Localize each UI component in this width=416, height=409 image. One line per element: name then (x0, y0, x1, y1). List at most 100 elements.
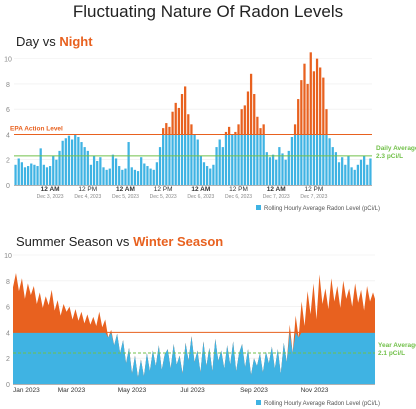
x-tick-date: Dec 6, 2023 (187, 194, 214, 200)
bar-below-epa (17, 158, 20, 185)
bar-below-epa (350, 167, 353, 185)
bar-below-epa (133, 169, 137, 185)
bar-above-epa (322, 77, 325, 135)
bar-below-epa (74, 134, 77, 185)
bar-below-epa (212, 164, 215, 185)
bar-below-epa (124, 168, 127, 185)
bar-above-epa (243, 105, 246, 135)
bar-above-epa (240, 109, 243, 135)
bar-below-epa (23, 167, 27, 185)
y-tick-label: 0 (6, 183, 10, 190)
y-tick-label: 6 (6, 305, 10, 312)
legend-label: Rolling Hourly Average Radon Level (pCi/… (264, 206, 380, 212)
x-tick-month: May 2023 (118, 387, 147, 394)
bar-below-epa (30, 163, 33, 185)
bar-below-epa (70, 139, 74, 185)
bar-below-epa (303, 134, 306, 185)
x-tick-date: Dec 7, 2023 (263, 194, 290, 200)
bar-below-epa (33, 164, 36, 185)
bar-below-epa (227, 134, 231, 185)
bar-below-epa (77, 136, 80, 185)
y-tick-label: 8 (6, 82, 10, 89)
bar-below-epa (152, 169, 155, 185)
bar-below-epa (143, 163, 146, 185)
bar-below-epa (271, 154, 275, 185)
y-tick-label: 8 (6, 279, 10, 286)
bar-below-epa (146, 166, 149, 185)
year-average-label: Year Average (378, 342, 416, 349)
bar-below-epa (293, 134, 297, 185)
bar-below-epa (306, 134, 309, 185)
x-tick-month: Nov 2023 (301, 387, 329, 394)
bar-below-epa (265, 152, 268, 185)
chart2-title-part2: Winter Season (133, 234, 224, 249)
epa-action-label: EPA Action Level (10, 125, 63, 132)
bar-below-epa (325, 134, 328, 185)
bar-below-epa (184, 134, 187, 185)
bar-below-epa (102, 167, 105, 185)
bar-below-epa (322, 134, 325, 185)
bar-below-epa (83, 147, 86, 185)
y-tick-label: 6 (6, 107, 10, 114)
bar-below-epa (275, 159, 278, 185)
bar-above-epa (184, 86, 187, 135)
bar-below-epa (234, 134, 237, 185)
area-below-epa (13, 332, 375, 384)
bar-above-epa (315, 58, 319, 135)
x-tick-hour: 12 PM (78, 186, 97, 193)
bar-above-epa (306, 83, 309, 135)
bar-above-epa (303, 63, 306, 135)
x-tick-hour: 12 AM (116, 186, 135, 193)
legend-label: Rolling Hourly Average Radon Level (pCi/… (264, 401, 380, 407)
bar-below-epa (45, 167, 49, 185)
x-tick-hour: 12 AM (191, 186, 210, 193)
y-tick-label: 2 (6, 356, 10, 363)
bar-below-epa (231, 134, 234, 185)
bar-below-epa (262, 134, 265, 185)
bar-below-epa (224, 134, 228, 185)
bar-below-epa (300, 134, 303, 185)
bar-below-epa (52, 155, 55, 185)
bar-above-epa (180, 94, 184, 135)
bar-below-epa (99, 157, 102, 185)
x-tick-hour: 12 PM (305, 186, 324, 193)
bar-above-epa (256, 116, 259, 135)
bar-below-epa (80, 142, 83, 185)
x-tick-date: Dec 4, 2023 (74, 194, 101, 200)
x-tick-hour: 12 PM (154, 186, 173, 193)
bar-below-epa (309, 134, 312, 185)
bar-below-epa (281, 153, 284, 185)
bar-below-epa (118, 166, 121, 185)
bar-below-epa (58, 150, 61, 185)
bar-below-epa (127, 142, 130, 185)
bar-below-epa (249, 134, 253, 185)
bar-below-epa (193, 134, 196, 185)
bar-above-epa (165, 123, 168, 135)
bar-below-epa (67, 135, 71, 185)
bar-below-epa (61, 140, 64, 185)
bar-below-epa (341, 157, 344, 185)
bar-below-epa (42, 164, 45, 185)
bar-below-epa (155, 162, 159, 185)
bar-below-epa (190, 134, 193, 185)
bar-below-epa (162, 134, 165, 185)
bar-below-epa (187, 134, 190, 185)
daily-average-value: 2.3 pCi/L (376, 153, 403, 160)
chart1-title-part2: Night (59, 34, 93, 49)
bar-above-epa (312, 71, 316, 135)
bar-below-epa (149, 168, 152, 185)
bar-below-epa (92, 155, 96, 185)
bar-above-epa (187, 114, 190, 135)
bar-below-epa (14, 164, 17, 185)
bar-below-epa (315, 134, 319, 185)
bar-above-epa (237, 124, 240, 135)
bar-below-epa (64, 138, 67, 185)
bar-above-epa (253, 94, 256, 135)
bar-below-epa (180, 134, 184, 185)
bar-below-epa (268, 157, 272, 185)
x-tick-month: Jan 2023 (13, 387, 40, 394)
bar-below-epa (353, 169, 356, 185)
bar-below-epa (331, 147, 334, 185)
bar-below-epa (121, 169, 124, 185)
